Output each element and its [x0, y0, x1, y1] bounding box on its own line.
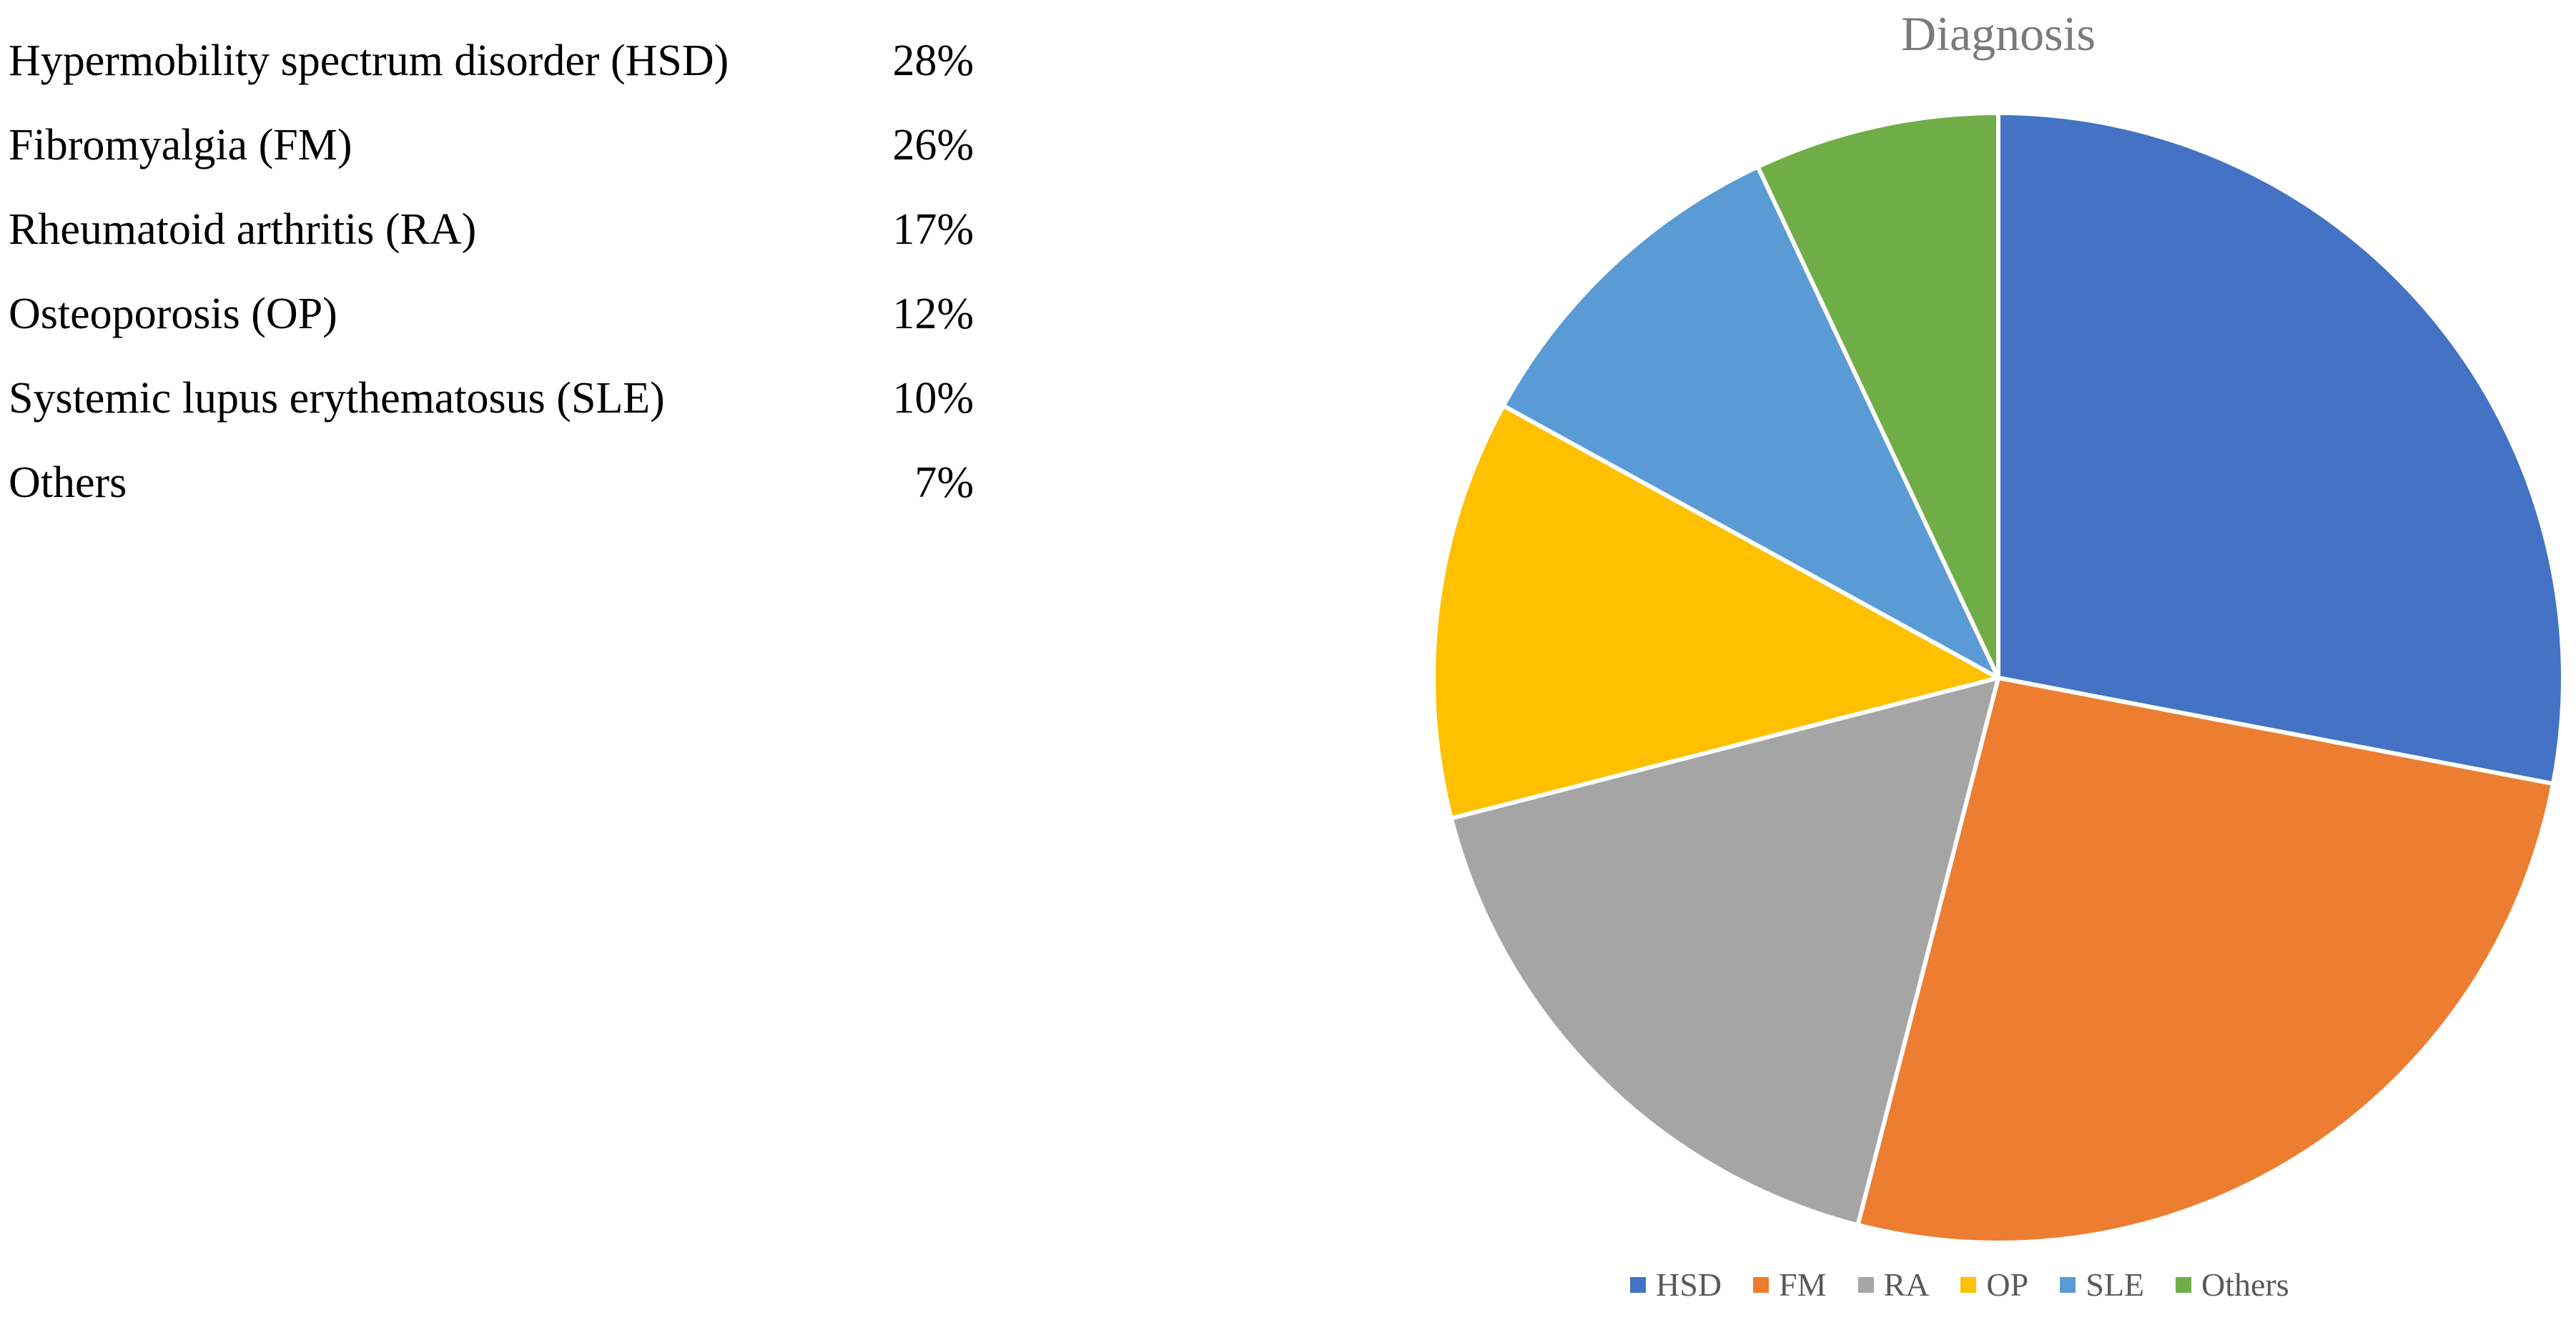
diagnosis-percentage-list: Hypermobility spectrum disorder (HSD) 28…	[9, 0, 1010, 507]
legend-swatch	[2060, 1276, 2076, 1293]
list-item: Osteoporosis (OP) 12%	[9, 253, 1010, 338]
legend-item-ra: RA	[1857, 1266, 1930, 1304]
legend-item-op: OP	[1960, 1266, 2028, 1304]
pie-slices	[1431, 111, 2565, 1245]
chart-title: Diagnosis	[1901, 6, 2096, 61]
pie-slice-others	[1755, 111, 2000, 680]
list-item: Fibromyalgia (FM) 26%	[9, 84, 1010, 169]
legend-item-fm: FM	[1753, 1266, 1827, 1304]
list-item: Rheumatoid arthritis (RA) 17%	[9, 169, 1010, 254]
legend-item-sle: SLE	[2060, 1266, 2144, 1304]
legend-label: OP	[1986, 1266, 2029, 1303]
legend-label: HSD	[1656, 1266, 1722, 1303]
legend-label: FM	[1779, 1266, 1827, 1303]
diagnosis-percentage: 10%	[892, 374, 974, 423]
diagnosis-label: Others	[9, 458, 127, 507]
legend-swatch	[2176, 1276, 2192, 1293]
list-item: Others 7%	[9, 422, 1010, 507]
diagnosis-percentage: 17%	[892, 205, 974, 254]
diagnosis-label: Rheumatoid arthritis (RA)	[9, 205, 477, 254]
diagnosis-percentage: 12%	[892, 290, 974, 338]
chart-legend: HSD FM RA OP SLE Others	[1630, 1266, 2321, 1304]
list-item: Hypermobility spectrum disorder (HSD) 28…	[9, 0, 1010, 85]
pie-slice-op	[1431, 403, 2000, 821]
pie-slice-hsd	[1996, 111, 2565, 787]
legend-swatch	[1960, 1276, 1977, 1293]
legend-item-others: Others	[2176, 1266, 2289, 1304]
diagnosis-percentage: 26%	[892, 121, 974, 169]
diagnosis-label: Osteoporosis (OP)	[9, 290, 337, 338]
diagnosis-label: Systemic lupus erythematosus (SLE)	[9, 374, 665, 423]
legend-swatch	[1753, 1276, 1770, 1293]
list-item: Systemic lupus erythematosus (SLE) 10%	[9, 338, 1010, 423]
pie-slice-fm	[1855, 676, 2556, 1245]
legend-label: RA	[1883, 1266, 1930, 1303]
diagnosis-percentage: 7%	[914, 458, 974, 507]
legend-label: SLE	[2086, 1266, 2145, 1303]
pie-slice-sle	[1501, 164, 2000, 680]
diagnosis-label: Fibromyalgia (FM)	[9, 121, 352, 169]
diagnosis-percentage: 28%	[892, 36, 974, 85]
legend-swatch	[1857, 1276, 1874, 1293]
diagnosis-label: Hypermobility spectrum disorder (HSD)	[9, 36, 729, 85]
legend-item-hsd: HSD	[1630, 1266, 1722, 1304]
legend-label: Others	[2201, 1266, 2289, 1303]
pie-slice-ra	[1449, 676, 2000, 1228]
legend-swatch	[1630, 1276, 1646, 1293]
